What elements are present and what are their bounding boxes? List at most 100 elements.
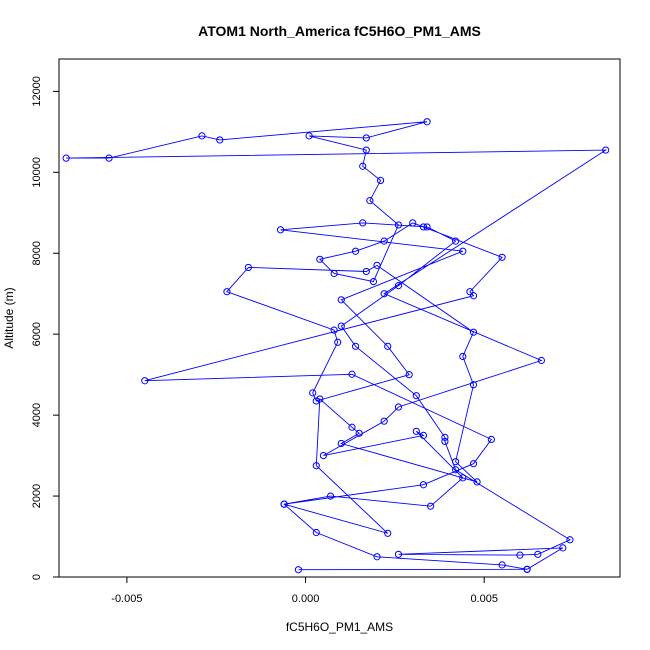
data-point [330, 326, 338, 334]
y-tick-label: 0 [31, 574, 43, 580]
data-point [351, 247, 360, 255]
x-axis-label: fC5H6O_PM1_AMS [286, 620, 393, 634]
data-point [412, 392, 420, 400]
data-point [409, 219, 417, 227]
data-point [280, 500, 288, 508]
data-point [412, 427, 420, 435]
data-point [459, 352, 467, 361]
data-point [309, 389, 317, 397]
data-point [319, 451, 328, 460]
data-point [348, 370, 356, 378]
data-point [380, 417, 388, 425]
data-point [405, 371, 413, 379]
data-point [487, 435, 495, 444]
data-point [419, 223, 428, 231]
data-point [566, 536, 574, 544]
y-axis: 0 2000 4000 6000 8000 10000 12000 [31, 76, 60, 580]
data-point [373, 553, 381, 561]
y-axis-label: Altitude (m) [2, 287, 16, 348]
data-point [427, 502, 435, 510]
data-point [394, 221, 403, 229]
data-point [359, 162, 367, 170]
data-point [294, 566, 303, 574]
data-point [337, 439, 345, 448]
data-point [359, 219, 367, 227]
data-point [441, 433, 449, 441]
data-point [441, 437, 449, 446]
data-point [498, 561, 506, 569]
data-point [452, 458, 460, 466]
data-point [366, 197, 374, 205]
data-point [534, 550, 542, 558]
data-point [216, 136, 224, 144]
data-point [419, 481, 428, 489]
data-point [330, 269, 338, 278]
data-point [469, 328, 478, 336]
data-point [380, 237, 388, 245]
data-point [602, 146, 610, 154]
data-point [362, 267, 370, 276]
data-point [469, 381, 478, 389]
data-point [337, 322, 345, 330]
x-tick-label: 0.005 [470, 593, 498, 605]
data-point [498, 253, 506, 261]
data-point [312, 462, 320, 470]
data-point [223, 288, 231, 296]
x-axis: -0.005 0.000 0.005 [111, 576, 498, 605]
data-point [348, 423, 356, 431]
y-tick-label: 2000 [31, 484, 43, 508]
data-point [469, 292, 478, 300]
data-point [305, 132, 313, 140]
data-point [466, 288, 474, 296]
data-point [516, 551, 524, 559]
y-tick-label: 8000 [31, 241, 43, 265]
data-point [62, 154, 70, 162]
data-point [419, 431, 428, 439]
data-point [459, 247, 467, 255]
data-point [459, 474, 467, 482]
series-layer [62, 118, 610, 574]
data-point [452, 466, 460, 474]
data-point [316, 395, 324, 403]
data-point [452, 237, 460, 245]
y-tick-label: 12000 [31, 76, 43, 107]
data-point [198, 132, 206, 140]
data-point [362, 134, 370, 142]
data-point [380, 290, 388, 298]
data-point [423, 118, 431, 126]
x-tick-label: 0.000 [292, 593, 320, 605]
data-point [316, 255, 324, 263]
data-point [384, 529, 392, 537]
data-point [537, 356, 545, 365]
data-point [394, 282, 403, 290]
data-point [559, 544, 567, 552]
y-tick-label: 4000 [31, 403, 43, 427]
y-tick-label: 10000 [31, 157, 43, 188]
data-point [276, 226, 285, 234]
data-point [373, 261, 381, 269]
data-point [244, 263, 252, 272]
data-point [369, 277, 378, 286]
data-point [105, 154, 113, 162]
data-point [337, 296, 345, 304]
data-point [312, 397, 320, 405]
data-point [523, 565, 531, 573]
data-point [384, 342, 392, 350]
data-point [334, 338, 342, 346]
x-tick-label: -0.005 [111, 593, 142, 605]
chart-title: ATOM1 North_America fC5H6O_PM1_AMS [198, 23, 481, 39]
data-point [473, 478, 481, 486]
data-point [394, 403, 403, 411]
series-line [66, 121, 608, 571]
data-point [469, 460, 478, 468]
data-point [326, 492, 335, 500]
data-point [141, 377, 149, 385]
data-point [423, 223, 431, 231]
data-point [362, 146, 370, 154]
data-point [312, 528, 320, 537]
data-point [376, 176, 385, 185]
data-point [394, 550, 403, 558]
y-tick-label: 6000 [31, 322, 43, 346]
data-point [355, 429, 363, 437]
